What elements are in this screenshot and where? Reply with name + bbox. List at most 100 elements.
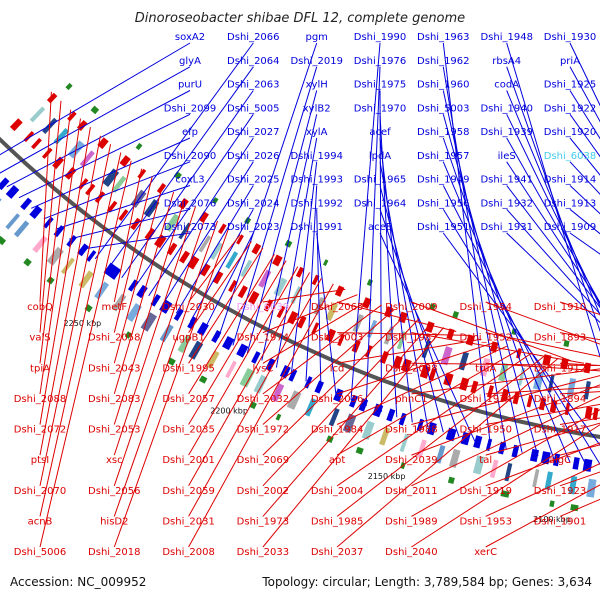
gene-label: Dshi_1922 <box>544 103 596 114</box>
gene-label: Dshi_1989 <box>385 516 437 527</box>
feature-block <box>130 217 142 231</box>
label-line <box>506 232 600 324</box>
gene-label: Dshi_2002 <box>237 486 289 497</box>
feature-block <box>489 459 499 479</box>
label-line <box>39 160 132 548</box>
feature-block <box>23 258 32 267</box>
feature-block <box>512 391 521 405</box>
gene-label: phnC1 <box>395 394 427 405</box>
feature-block <box>271 383 285 403</box>
gene-label: icd <box>330 363 345 374</box>
gene-label: Dshi_1914 <box>544 175 596 186</box>
gene-label: xerC <box>474 547 497 558</box>
label-line <box>442 42 491 446</box>
gene-label: Dshi_5003 <box>417 103 469 114</box>
gene-label: Dshi_2008 <box>162 547 214 558</box>
feature-block <box>5 213 21 230</box>
feature-block <box>107 200 118 213</box>
gene-label: soxA2 <box>175 32 205 43</box>
gene-label: Dshi_2019 <box>290 56 342 67</box>
gene-label: algC <box>549 455 571 466</box>
label-line <box>336 355 546 517</box>
feature-block <box>304 376 313 389</box>
feature-block <box>429 303 436 311</box>
gene-label: xylA <box>306 127 328 138</box>
feature-block <box>498 441 506 455</box>
gene-label: Dshi_1995 <box>162 363 214 374</box>
label-line <box>275 137 318 368</box>
gene-label: cobQ <box>27 302 53 313</box>
label-line <box>39 152 122 517</box>
gene-label: Dshi_1925 <box>544 80 596 91</box>
gene-label: ugpB1 <box>172 333 204 344</box>
gene-label: Dshi_2039 <box>385 455 437 466</box>
label-line <box>290 161 318 375</box>
feature-block <box>470 380 479 394</box>
label-line <box>6 90 191 188</box>
feature-block <box>46 246 64 266</box>
feature-block <box>159 299 173 314</box>
feature-block <box>337 333 346 347</box>
label-lines <box>0 42 600 548</box>
tick-label: 2150 kbp <box>368 472 406 481</box>
label-line <box>113 206 196 456</box>
label-line <box>442 232 600 446</box>
feature-block <box>64 166 77 180</box>
feature-block <box>526 394 533 408</box>
feature-block <box>284 239 293 248</box>
label-line <box>262 304 383 395</box>
gene-label: priA <box>560 56 580 67</box>
label-line <box>485 362 600 372</box>
feature-block <box>440 346 453 366</box>
label-line <box>485 422 600 456</box>
feature-block <box>472 455 485 475</box>
gene-label: Dshi_2036 <box>311 394 363 405</box>
gene-label: Dshi_1972 <box>237 425 289 436</box>
feature-block <box>452 310 459 319</box>
feature-block <box>586 478 597 498</box>
feature-block <box>159 323 174 343</box>
gene-label: Dshi_1950 <box>459 425 511 436</box>
label-line <box>485 332 600 358</box>
feature-block <box>97 137 109 150</box>
feature-block <box>251 243 262 255</box>
feature-block <box>349 394 359 408</box>
gene-label: Dshi_1965 <box>354 175 406 186</box>
feature-block <box>379 350 389 364</box>
feature-block <box>178 198 189 210</box>
feature-block <box>311 322 320 335</box>
feature-block <box>127 279 139 292</box>
gene-label: Dshi_2003 <box>311 333 363 344</box>
feature-block <box>500 388 510 402</box>
label-line <box>113 184 164 364</box>
feature-block <box>288 368 298 382</box>
feature-block <box>325 328 337 343</box>
gene-label: Dshi_1958 <box>417 127 469 138</box>
label-line <box>262 294 358 334</box>
label-line <box>485 301 600 345</box>
label-line <box>379 161 429 428</box>
label-line <box>39 135 101 456</box>
feature-block <box>46 92 58 104</box>
feature-block <box>5 185 20 199</box>
feature-block <box>196 321 209 336</box>
gene-label: Dshi_1962 <box>417 56 469 67</box>
feature-block <box>435 444 446 464</box>
label-line <box>485 462 600 517</box>
label-line <box>43 161 191 220</box>
feature-block <box>198 375 208 384</box>
feature-block <box>94 281 110 300</box>
feature-block <box>516 348 522 359</box>
label-line <box>162 161 254 305</box>
label-line <box>218 42 318 338</box>
gene-label: Dshi_1953 <box>459 516 511 527</box>
gene-label: Dshi_2031 <box>162 516 214 527</box>
label-line <box>188 247 264 364</box>
gene-label: Dshi_1993 <box>290 175 342 186</box>
gene-label: Dshi_2073 <box>164 222 216 233</box>
gene-label: Dshi_2066 <box>227 32 279 43</box>
feature-block <box>583 381 591 400</box>
feature-block <box>173 308 184 322</box>
gene-label: acef <box>369 127 391 138</box>
